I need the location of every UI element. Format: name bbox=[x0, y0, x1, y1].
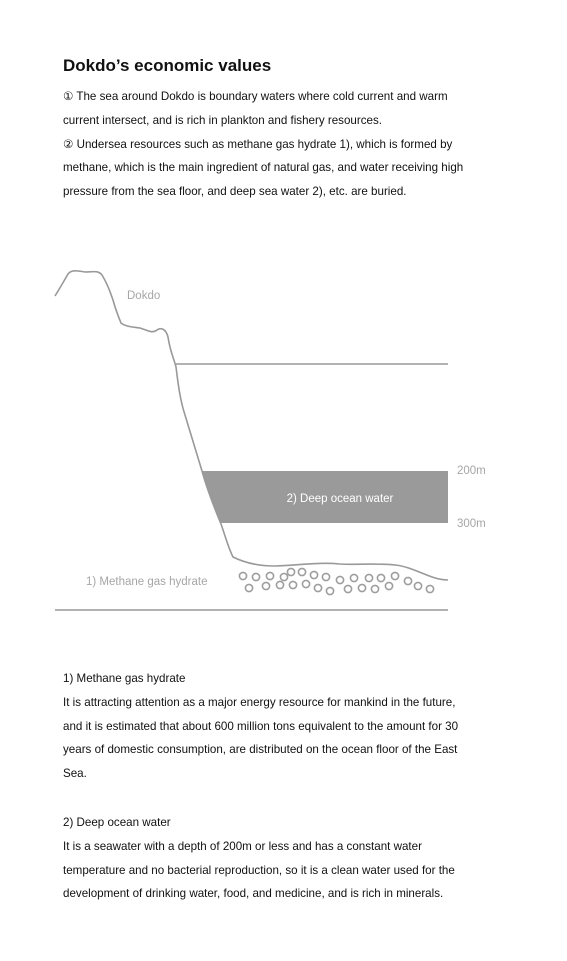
hydrate-bubble bbox=[238, 571, 248, 581]
hydrate-bubble bbox=[384, 581, 394, 591]
intro-line: ① The sea around Dokdo is boundary water… bbox=[63, 90, 448, 103]
intro-line: ② Undersea resources such as methane gas… bbox=[63, 137, 453, 151]
hydrate-bubble bbox=[275, 580, 285, 590]
island-label: Dokdo bbox=[127, 290, 160, 302]
hydrate-bubble bbox=[425, 584, 435, 594]
hydrate-bubble-cluster bbox=[238, 567, 435, 596]
hydrate-bubble bbox=[279, 572, 289, 582]
note-line: It is attracting attention as a major en… bbox=[63, 695, 456, 709]
hydrate-bubble bbox=[288, 580, 298, 590]
hydrate-bubble bbox=[335, 575, 345, 585]
hydrate-bubble bbox=[309, 570, 319, 580]
note-deep-ocean-water: 2) Deep ocean water It is a seawater wit… bbox=[63, 811, 513, 906]
note-methane-gas-hydrate: 1) Methane gas hydrate It is attracting … bbox=[63, 667, 513, 786]
hydrate-bubble bbox=[313, 583, 323, 593]
hydrate-bubble bbox=[349, 573, 359, 583]
deep-ocean-water-label: 2) Deep ocean water bbox=[287, 493, 394, 505]
hydrate-bubble bbox=[364, 573, 374, 583]
note-heading: 2) Deep ocean water bbox=[63, 816, 171, 829]
depth-300m-label: 300m bbox=[457, 518, 486, 530]
hydrate-bubble bbox=[357, 583, 367, 593]
hydrate-bubble bbox=[321, 572, 331, 582]
hydrate-bubble bbox=[376, 573, 386, 583]
hydrate-bubble bbox=[413, 581, 423, 591]
intro-paragraph: ① The sea around Dokdo is boundary water… bbox=[63, 85, 513, 204]
intro-line: pressure from the sea floor, and deep se… bbox=[63, 185, 407, 199]
island-seafloor-profile bbox=[54, 269, 449, 581]
hydrate-bubble bbox=[261, 581, 271, 591]
deep-ocean-water-band bbox=[202, 471, 448, 523]
hydrate-bubble bbox=[297, 567, 307, 577]
page-title: Dokdo’s economic values bbox=[63, 56, 272, 75]
note-line: development of drinking water, food, and… bbox=[63, 887, 444, 901]
dokdo-cross-section-diagram: Dokdo 2) Deep ocean water 200m 300m 1) M… bbox=[54, 269, 486, 611]
note-line: It is a seawater with a depth of 200m or… bbox=[63, 839, 422, 853]
hydrate-bubble bbox=[265, 571, 275, 581]
note-heading: 1) Methane gas hydrate bbox=[63, 672, 186, 685]
hydrate-bubble bbox=[343, 584, 353, 594]
hydrate-bubble bbox=[403, 576, 413, 586]
depth-200m-label: 200m bbox=[457, 465, 486, 477]
hydrate-bubble bbox=[325, 586, 335, 596]
note-line: years of domestic consumption, are distr… bbox=[63, 743, 458, 757]
note-line: and it is estimated that about 600 milli… bbox=[63, 719, 459, 733]
note-line: Sea. bbox=[63, 767, 87, 781]
note-line: temperature and no bacterial reproductio… bbox=[63, 863, 455, 877]
hydrate-bubble bbox=[244, 583, 254, 593]
intro-line: methane, which is the main ingredient of… bbox=[63, 161, 464, 175]
intro-line: current intersect, and is rich in plankt… bbox=[63, 113, 382, 127]
methane-hydrate-label: 1) Methane gas hydrate bbox=[86, 576, 207, 588]
hydrate-bubble bbox=[251, 572, 261, 582]
hydrate-bubble bbox=[370, 584, 380, 594]
hydrate-bubble bbox=[286, 567, 296, 577]
hydrate-bubble bbox=[390, 571, 400, 581]
hydrate-bubble bbox=[301, 579, 311, 589]
